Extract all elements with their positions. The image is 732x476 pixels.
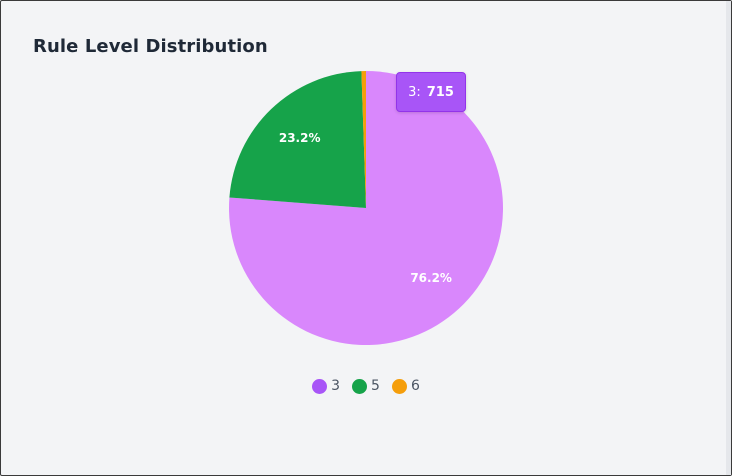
legend-dot-5 [352,378,368,394]
tooltip-category: 3: [408,84,421,100]
scrollbar-edge[interactable] [726,1,731,475]
legend-label-5: 5 [371,378,380,394]
pie-slice-6[interactable] [361,71,366,208]
legend-label-6: 6 [410,378,420,394]
tooltip-value: 715 [426,84,454,100]
pie-slice-5[interactable] [229,71,366,208]
legend-item-6[interactable]: 6 [391,378,420,394]
pie-slice-3[interactable] [228,71,503,346]
chart-title: Rule Level Distribution [33,36,268,57]
chart-legend: 3 5 6 [0,378,732,394]
pie-tooltip: 3: 715 [396,72,466,112]
legend-label-3: 3 [331,378,341,394]
legend-item-5[interactable]: 5 [352,378,380,394]
legend-item-3[interactable]: 3 [312,378,340,394]
slice-label-5: 23.2% [279,131,321,145]
legend-dot-6 [391,378,407,394]
slice-label-3: 76.2% [410,271,452,285]
legend-dot-3 [312,378,328,394]
